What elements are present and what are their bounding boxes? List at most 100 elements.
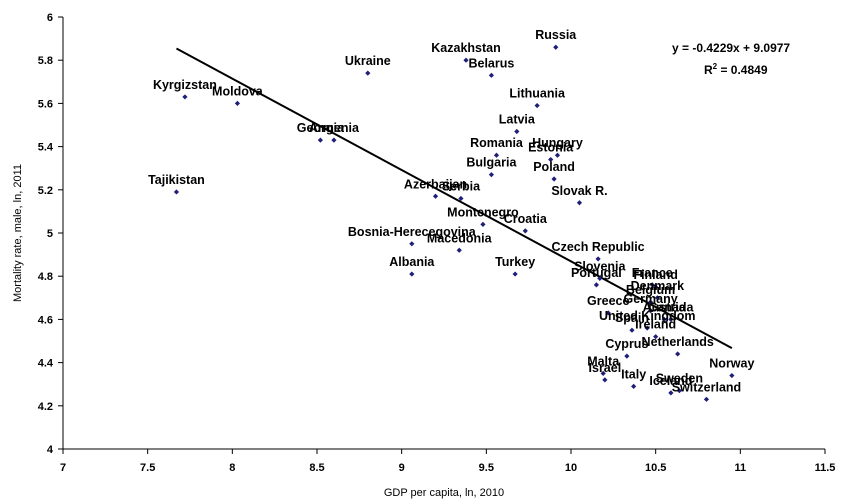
y-tick-label: 5.8 xyxy=(38,55,53,67)
data-point xyxy=(703,396,710,402)
x-tick-label: 10 xyxy=(565,462,577,474)
data-point xyxy=(602,377,608,383)
data-point xyxy=(488,72,495,78)
point-label: Israel xyxy=(589,361,622,375)
data-point xyxy=(514,128,520,135)
data-point xyxy=(675,351,681,357)
point-label: Russia xyxy=(535,28,577,42)
point-label: Netherlands xyxy=(642,335,714,349)
point-label: Canada xyxy=(648,300,694,314)
point-label: Croatia xyxy=(504,212,548,226)
axes: 7 7.5 8 8.5 9 9.5 10 10.5 11 11.5 4 4.2 4.4 4.6 4.8 5 5.… xyxy=(38,12,836,474)
data-point xyxy=(647,299,654,305)
x-tick-label: 8.5 xyxy=(309,462,324,474)
data-point xyxy=(597,275,603,281)
data-point xyxy=(624,353,630,359)
point-label: Kazakhstan xyxy=(431,41,500,55)
data-point xyxy=(593,282,599,288)
y-tick-label: 4.2 xyxy=(38,401,53,413)
point-label: Albania xyxy=(389,255,435,269)
point-label: Denmark xyxy=(631,279,685,293)
data-point xyxy=(480,221,486,227)
point-label: Moldova xyxy=(212,84,264,98)
data-point xyxy=(331,137,337,143)
trendline-equation: y = -0.4229x + 9.0977 xyxy=(672,41,790,55)
data-point xyxy=(173,189,180,195)
data-point xyxy=(668,390,674,396)
y-tick-label: 5 xyxy=(47,228,53,240)
data-point xyxy=(653,334,659,340)
point-label: Estonia xyxy=(528,141,574,155)
data-point xyxy=(488,172,495,178)
x-tick-label: 11.5 xyxy=(815,462,836,474)
point-label: Bosnia-Herecegovina xyxy=(348,225,477,239)
point-label: Austria xyxy=(643,300,687,314)
trendline-group xyxy=(175,47,733,350)
point-label: Slovak R. xyxy=(551,184,607,198)
point-label: United Kingdom xyxy=(599,309,696,323)
x-tick-label: 7 xyxy=(60,462,66,474)
data-point xyxy=(644,325,650,331)
data-point xyxy=(649,282,655,288)
x-axis-title: GDP per capita, ln, 2010 xyxy=(384,487,504,499)
data-point xyxy=(512,271,518,277)
r2-prefix: R xyxy=(704,63,713,77)
point-label: Cyprus xyxy=(605,337,648,351)
data-point xyxy=(629,327,635,333)
x-tick-label: 7.5 xyxy=(140,462,155,474)
y-tick-label: 4.6 xyxy=(38,314,53,326)
y-axis-title: Mortality rate, male, ln, 2011 xyxy=(12,164,24,302)
point-label: Sweden xyxy=(656,372,703,386)
point-label: Slovenia xyxy=(574,259,626,273)
data-point xyxy=(522,228,528,234)
point-label: France xyxy=(632,266,673,280)
trendline xyxy=(175,47,733,350)
y-tick-label: 4.8 xyxy=(38,271,53,283)
data-point xyxy=(463,57,469,63)
data-point xyxy=(631,383,637,389)
point-label: Azerbaijan xyxy=(404,177,467,191)
data-point xyxy=(456,247,462,253)
point-label: Turkey xyxy=(495,255,535,269)
data-point xyxy=(676,388,682,394)
x-tick-label: 9.5 xyxy=(479,462,494,474)
data-point xyxy=(409,241,415,247)
data-point xyxy=(600,370,606,376)
r2-superscript: 2 xyxy=(713,62,718,71)
data-point xyxy=(432,193,439,199)
y-tick-label: 5.4 xyxy=(38,142,54,154)
data-point xyxy=(576,200,583,206)
x-tick-label: 9 xyxy=(399,462,405,474)
point-label: Switzerland xyxy=(672,380,741,394)
y-tick-label: 6 xyxy=(47,12,53,24)
point-label: Latvia xyxy=(499,112,536,126)
data-point xyxy=(654,295,660,301)
data-point xyxy=(458,195,464,202)
point-label: Italy xyxy=(621,367,646,381)
data-point xyxy=(647,308,654,314)
point-label: Greece xyxy=(587,294,629,308)
point-label: Germany xyxy=(623,292,677,306)
data-point xyxy=(534,102,540,109)
data-point xyxy=(182,94,188,100)
data-point xyxy=(409,271,415,277)
x-tick-label: 10.5 xyxy=(645,462,666,474)
y-tick-label: 4 xyxy=(47,444,54,456)
data-point xyxy=(605,310,611,316)
point-label: Tajikistan xyxy=(148,173,205,187)
data-point xyxy=(234,100,241,106)
trendline-r-squared: R2 = 0.4849 xyxy=(704,62,768,77)
point-label: Norway xyxy=(709,357,754,371)
data-point xyxy=(653,284,659,290)
data-point xyxy=(595,256,601,262)
point-label: Kyrgizstan xyxy=(153,78,217,92)
x-tick-label: 11 xyxy=(735,462,747,474)
data-point xyxy=(317,137,323,143)
point-label: Spain xyxy=(615,311,649,325)
point-label: Czech Republic xyxy=(552,240,645,254)
point-label: Ireland xyxy=(635,318,676,332)
r2-suffix: = 0.4849 xyxy=(717,63,768,77)
points-group xyxy=(173,44,735,402)
